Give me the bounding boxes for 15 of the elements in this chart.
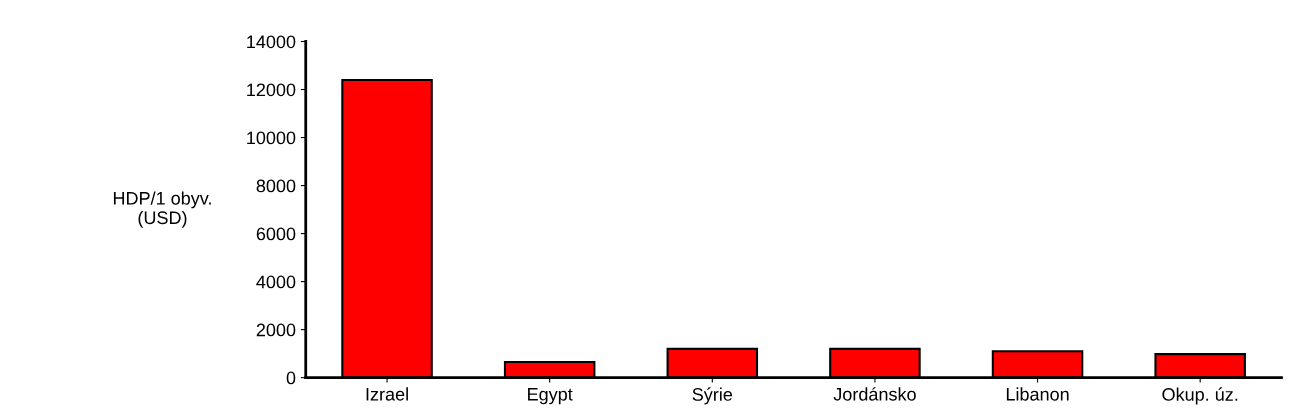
x-tick-label: Jordánsko <box>833 387 916 401</box>
x-tick-label: Izrael <box>366 387 408 401</box>
x-tick-label: Egypt <box>528 388 573 405</box>
y-tick-label: 2000 <box>256 323 296 337</box>
x-tick-label: Sýrie <box>692 387 733 405</box>
y-axis-title: HDP/1 obyv. (USD) <box>113 191 211 228</box>
y-tick-label: 8000 <box>256 179 296 193</box>
y-tick-label: 6000 <box>256 227 296 241</box>
x-tick-label: Okup. úz. <box>1162 387 1238 405</box>
y-tick-label: 14000 <box>247 35 296 49</box>
y-tick-label: 0 <box>286 371 296 385</box>
x-tick-label: Libanon <box>1006 387 1069 401</box>
y-tick-label: 12000 <box>247 83 296 97</box>
y-tick-label: 4000 <box>256 275 296 289</box>
y-tick-label: 10000 <box>247 131 296 145</box>
